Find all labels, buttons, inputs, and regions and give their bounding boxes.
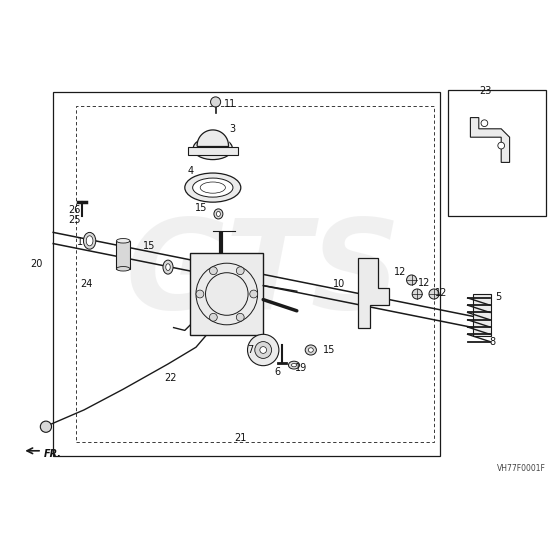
Text: 1: 1 xyxy=(77,237,82,247)
Text: 11: 11 xyxy=(223,99,236,109)
Circle shape xyxy=(211,97,221,107)
Text: 15: 15 xyxy=(143,241,156,251)
Ellipse shape xyxy=(193,137,232,160)
Bar xyxy=(76,106,434,442)
Circle shape xyxy=(481,120,488,127)
Circle shape xyxy=(250,290,258,298)
Bar xyxy=(473,294,491,336)
Bar xyxy=(448,90,546,216)
Circle shape xyxy=(196,290,204,298)
Bar xyxy=(116,241,130,269)
Text: 4: 4 xyxy=(188,166,193,176)
Ellipse shape xyxy=(193,178,233,197)
Bar xyxy=(53,92,440,456)
Text: 26: 26 xyxy=(68,205,81,215)
Text: 8: 8 xyxy=(490,337,496,347)
Circle shape xyxy=(498,142,505,149)
Text: 3: 3 xyxy=(230,124,235,134)
Ellipse shape xyxy=(214,209,223,219)
Circle shape xyxy=(209,314,217,321)
Circle shape xyxy=(236,267,244,274)
Ellipse shape xyxy=(309,348,314,352)
Text: 6: 6 xyxy=(274,367,280,377)
Text: 15: 15 xyxy=(323,345,335,355)
Text: 12: 12 xyxy=(435,288,447,298)
Ellipse shape xyxy=(86,236,93,246)
Polygon shape xyxy=(470,118,510,162)
Circle shape xyxy=(236,314,244,321)
Text: 12: 12 xyxy=(418,278,431,288)
Text: 20: 20 xyxy=(30,259,43,269)
Circle shape xyxy=(248,334,279,366)
Circle shape xyxy=(209,267,217,274)
Ellipse shape xyxy=(305,345,316,355)
Ellipse shape xyxy=(116,239,130,243)
Ellipse shape xyxy=(292,363,297,367)
Text: 12: 12 xyxy=(394,267,407,277)
Text: 15: 15 xyxy=(195,203,208,213)
Text: GTS: GTS xyxy=(125,214,401,335)
Text: 5: 5 xyxy=(495,292,502,302)
Text: 10: 10 xyxy=(333,279,345,290)
Ellipse shape xyxy=(163,260,173,274)
Text: 7: 7 xyxy=(247,345,254,355)
Ellipse shape xyxy=(166,264,170,270)
Bar xyxy=(188,147,238,155)
Text: FR.: FR. xyxy=(44,449,62,459)
Circle shape xyxy=(407,275,417,285)
Ellipse shape xyxy=(83,232,96,249)
Polygon shape xyxy=(358,258,389,328)
Bar xyxy=(190,254,263,335)
Text: 19: 19 xyxy=(295,363,307,373)
Circle shape xyxy=(260,347,267,353)
Circle shape xyxy=(412,289,422,299)
Text: 24: 24 xyxy=(81,279,93,290)
Text: VH77F0001F: VH77F0001F xyxy=(497,464,546,473)
Ellipse shape xyxy=(116,267,130,271)
Ellipse shape xyxy=(185,173,241,202)
Text: 25: 25 xyxy=(68,215,81,225)
Ellipse shape xyxy=(216,212,221,217)
Text: 23: 23 xyxy=(479,86,491,96)
Circle shape xyxy=(40,421,52,432)
Ellipse shape xyxy=(288,361,300,369)
Text: 22: 22 xyxy=(165,373,177,383)
Text: 21: 21 xyxy=(235,433,247,443)
Circle shape xyxy=(255,342,272,358)
Circle shape xyxy=(429,289,439,299)
